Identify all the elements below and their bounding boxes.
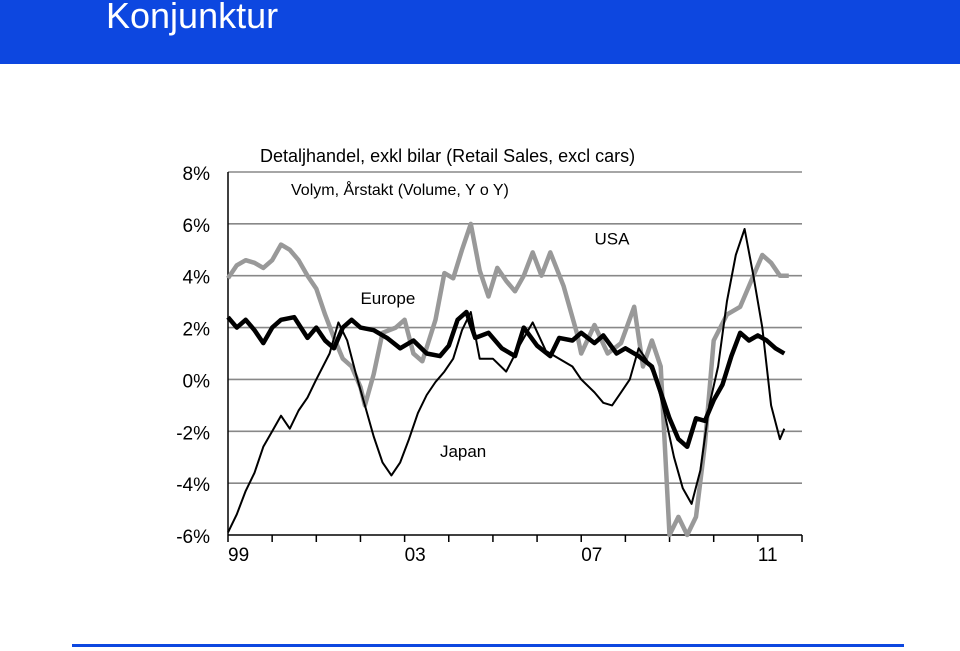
series-line-usa	[226, 221, 789, 538]
x-tick-label: 07	[581, 545, 602, 566]
page-title: Konjunktur	[106, 0, 279, 36]
y-tick-label: 8%	[183, 164, 211, 185]
chart-subtitle: Volym, Årstakt (Volume, Y o Y)	[291, 180, 509, 199]
x-tick-label: 11	[758, 545, 778, 566]
chart-title: Detaljhandel, exkl bilar (Retail Sales, …	[260, 146, 635, 166]
series-annotation: Japan	[440, 442, 486, 461]
series-lines	[226, 221, 789, 538]
y-tick-label: 2%	[183, 320, 211, 341]
y-tick-label: -6%	[176, 527, 210, 548]
chart-labels: 8% 6% 4% 2% 0% -2% -4% -6% 99 03 07 11 Detaljhandel,…	[176, 146, 777, 566]
series-annotation: Europe	[360, 289, 415, 308]
x-tick-label: 03	[405, 545, 426, 566]
x-tick-label: 99	[228, 545, 249, 566]
axes	[227, 172, 803, 542]
series-line-japan	[227, 228, 786, 533]
y-tick-label: -2%	[176, 423, 210, 444]
footer-divider	[72, 644, 904, 647]
y-tick-label: -4%	[176, 475, 210, 496]
series-annotation: USA	[594, 230, 630, 249]
y-tick-label: 4%	[183, 268, 211, 289]
header-bar: Konjunktur	[0, 0, 960, 64]
y-tick-label: 0%	[183, 371, 211, 392]
y-tick-label: 6%	[183, 216, 211, 237]
